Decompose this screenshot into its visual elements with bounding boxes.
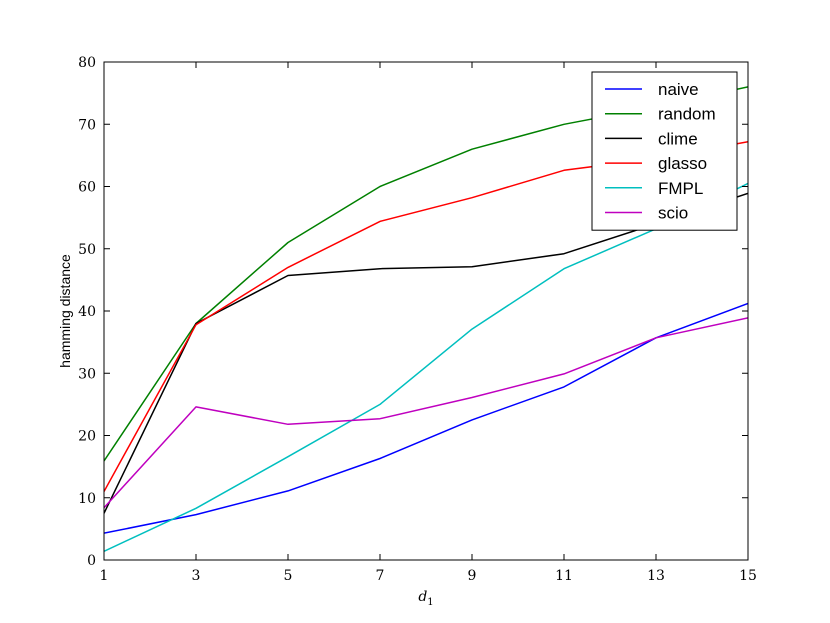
legend-item-random: random: [605, 105, 716, 124]
y-tick-label: 30: [78, 366, 96, 382]
x-axis-label: d1: [418, 589, 433, 608]
y-tick-label: 60: [78, 180, 96, 196]
x-axis-label-main: d: [418, 589, 427, 605]
x-tick-label: 3: [192, 568, 201, 584]
x-tick-label: 9: [468, 568, 477, 584]
legend-item-clime: clime: [605, 129, 698, 148]
legend-item-scio: scio: [605, 204, 688, 223]
y-tick-label: 40: [78, 304, 96, 320]
legend-label: glasso: [658, 154, 707, 173]
y-tick-label: 20: [78, 429, 96, 445]
y-tick-label: 80: [78, 55, 96, 71]
legend-item-glasso: glasso: [605, 154, 707, 173]
legend: naive random clime glasso FMPL scio: [591, 71, 738, 231]
y-tick-label: 0: [87, 553, 96, 569]
series-line-clime: [104, 192, 748, 514]
series-line-naive: [104, 302, 748, 534]
y-tick-label: 50: [78, 242, 96, 258]
legend-label: FMPL: [658, 179, 703, 198]
legend-item-naive: naive: [605, 80, 699, 99]
x-tick-label: 7: [376, 568, 385, 584]
series-line-fmpl: [104, 182, 748, 552]
legend-box: [591, 71, 738, 231]
x-tick-label: 15: [739, 568, 757, 584]
legend-item-fmpl: FMPL: [605, 179, 703, 198]
x-tick-label: 11: [555, 568, 573, 584]
legend-label: naive: [658, 80, 699, 99]
y-tick-label: 70: [78, 117, 96, 133]
y-axis-label: hamming distance: [57, 254, 73, 368]
x-tick-label: 13: [647, 568, 665, 584]
x-axis-label-subscript: 1: [427, 597, 433, 608]
x-tick-label: 1: [100, 568, 109, 584]
x-tick-label: 5: [284, 568, 293, 584]
legend-label: random: [658, 105, 716, 124]
legend-label: clime: [658, 129, 698, 148]
legend-label: scio: [658, 204, 688, 223]
series-layer: [104, 86, 748, 552]
series-line-scio: [104, 317, 748, 509]
y-tick-label: 10: [78, 491, 96, 507]
